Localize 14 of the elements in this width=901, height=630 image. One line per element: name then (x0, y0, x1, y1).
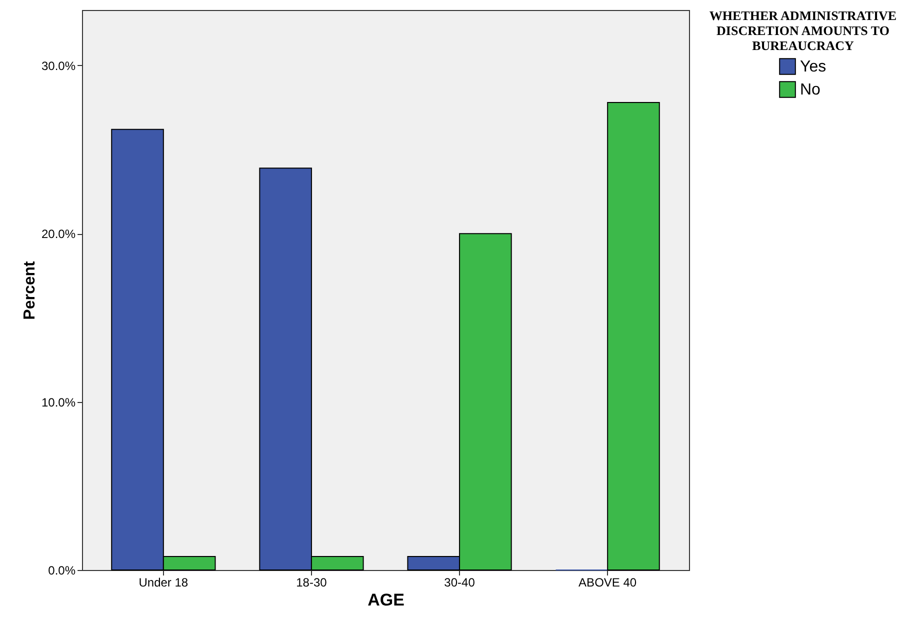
y-tick-label: 30.0% (41, 58, 76, 73)
x-tick-label: ABOVE 40 (578, 576, 637, 590)
y-tick-label: 0.0% (48, 564, 76, 578)
y-tick-label: 20.0% (41, 227, 76, 242)
legend-title: WHETHER ADMINISTRATIVE DISCRETION AMOUNTS TO BUREAUCRACY (709, 8, 897, 53)
x-tick-label: 30-40 (444, 576, 476, 590)
x-axis-title: AGE (368, 590, 404, 610)
y-tick-label: 10.0% (41, 395, 76, 410)
x-tick-label: Under 18 (138, 576, 188, 590)
legend-label: Yes (800, 58, 826, 76)
bar (607, 102, 660, 570)
x-tick-label: 18-30 (296, 576, 328, 590)
y-axis-title: Percent (21, 260, 38, 320)
legend-label: No (800, 82, 821, 98)
